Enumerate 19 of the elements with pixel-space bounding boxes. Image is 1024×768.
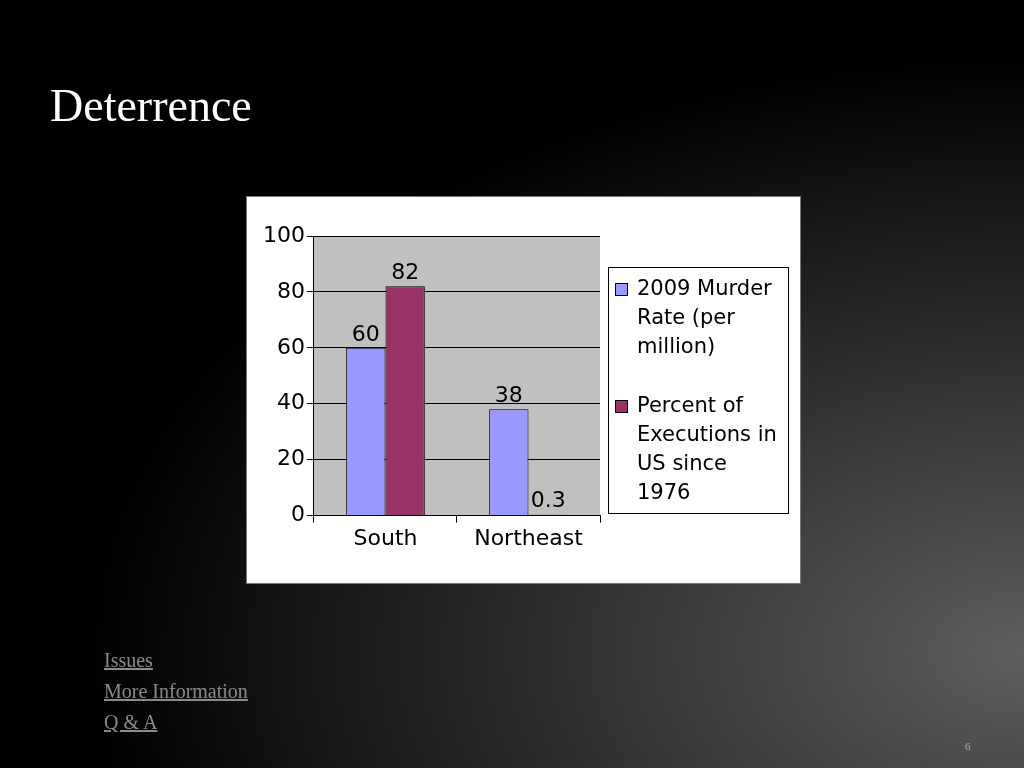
x-tick-label: South xyxy=(353,524,418,550)
legend-label: Percent of Executions in US since 1976 xyxy=(637,392,778,506)
chart-title: Deterrence xyxy=(50,79,252,133)
y-tick-label: 40 xyxy=(276,389,305,415)
text: 6 xyxy=(965,740,971,752)
text: Issues xyxy=(104,648,153,673)
data-label: 38 xyxy=(494,382,523,408)
text: More Information xyxy=(104,679,248,704)
data-label: 82 xyxy=(391,259,420,285)
y-tick-label: 0 xyxy=(290,501,305,527)
x-tick-label: Northeast xyxy=(474,524,584,550)
legend-label: 2009 Murder Rate (per million) xyxy=(637,275,773,360)
data-label: 60 xyxy=(351,320,380,346)
data-label: 0.3 xyxy=(530,487,566,513)
y-tick-label: 60 xyxy=(276,333,305,359)
y-tick-label: 20 xyxy=(276,445,305,471)
y-tick-label: 80 xyxy=(276,277,305,303)
y-tick-label: 100 xyxy=(262,221,305,247)
text: Q & A xyxy=(104,710,158,735)
